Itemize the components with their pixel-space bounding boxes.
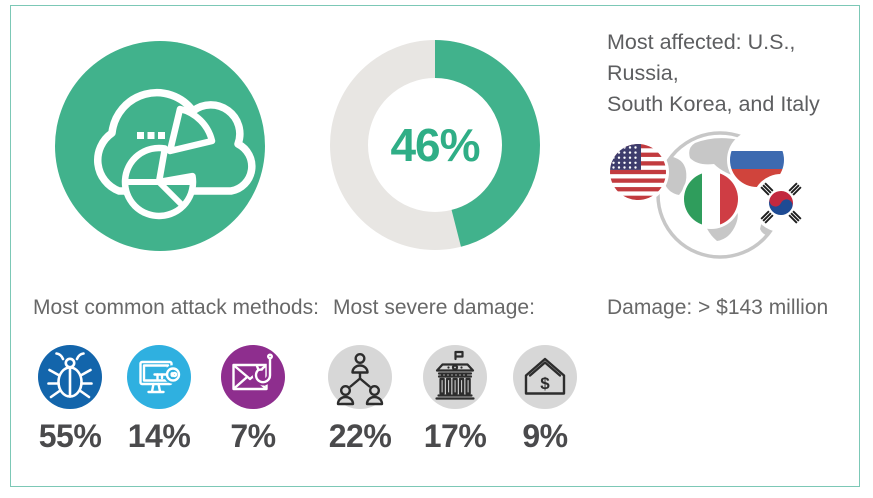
donut-chart (330, 40, 540, 250)
severe-damage-title: Most severe damage: (333, 296, 535, 319)
most-affected-text: Most affected: U.S., Russia, South Korea… (607, 27, 859, 120)
envelope-hook-icon (232, 353, 274, 391)
damage-total-text: Damage: > $143 million (607, 296, 829, 319)
stat-value-banks: 17% (423, 418, 487, 454)
most-affected-line1: Most affected: U.S., Russia, (607, 30, 796, 85)
people-network-icon (336, 352, 384, 406)
monitor-key-icon (139, 360, 183, 394)
stat-value-phishing: 7% (230, 418, 276, 454)
hero-green-circle (55, 41, 265, 251)
stat-circle-phishing (221, 345, 285, 409)
stat-value-organizations: 22% (328, 418, 392, 454)
stat-value-households: 9% (522, 418, 568, 454)
us-flag (607, 141, 669, 203)
attack-methods-title: Most common attack methods: (33, 296, 319, 319)
cloud-pie-attack-icon (94, 88, 256, 220)
affected-countries-graphic (600, 118, 850, 268)
stat-circle-banks (423, 345, 487, 409)
svg-text:$: $ (540, 374, 550, 393)
italy-flag (681, 169, 741, 229)
stat-value-malware: 55% (38, 418, 102, 454)
stat-circle-malware (38, 345, 102, 409)
bug-icon (47, 352, 93, 399)
most-affected-line2: South Korea, and Italy (607, 92, 820, 116)
bank-icon (435, 350, 475, 400)
stat-circle-households: $ (513, 345, 577, 409)
donut-value-arc (330, 40, 540, 250)
donut-center-label: 46% (390, 119, 480, 171)
stat-circle-organizations (328, 345, 392, 409)
stat-circle-credential-theft (127, 345, 191, 409)
house-dollar-icon: $ (524, 357, 566, 395)
stat-value-credential-theft: 14% (127, 418, 191, 454)
south-korea-flag (752, 174, 810, 232)
